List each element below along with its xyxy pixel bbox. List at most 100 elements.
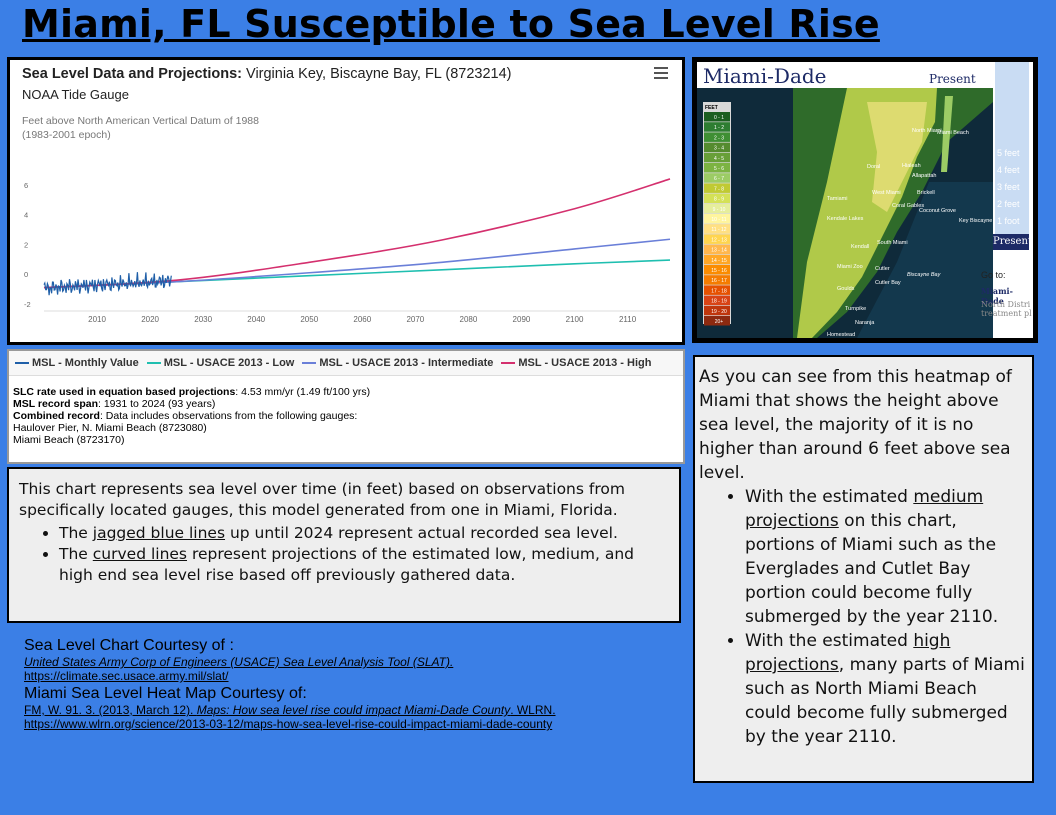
map-legend-header: FEET: [705, 105, 718, 111]
chart-legend-panel: MSL - Monthly Value MSL - USACE 2013 - Lo…: [7, 349, 685, 464]
map-place-label: Cutler: [875, 266, 890, 272]
map-legend-label: 1 - 2: [714, 125, 724, 131]
gauge-1: Haulover Pier, N. Miami Beach (8723080): [13, 422, 207, 434]
map-place-label: Turnpike: [845, 306, 866, 312]
map-place-label: Kendale Lakes: [827, 216, 864, 222]
chart-explanation: This chart represents sea level over tim…: [7, 467, 681, 623]
map-barrier-island: [941, 96, 953, 172]
map-legend-swatch: [704, 142, 730, 153]
heatmap-intro: As you can see from this heatmap of Miam…: [699, 367, 1012, 483]
span-value: : 1931 to 2024 (93 years): [98, 398, 216, 410]
legend-label: MSL - USACE 2013 - High: [518, 357, 652, 369]
map-legend-swatch: [704, 265, 730, 275]
map-legend-swatch: [704, 305, 730, 316]
explanation-list: The jagged blue lines up until 2024 repr…: [19, 523, 669, 586]
x-tick-label: 2060: [353, 315, 371, 324]
legend-label: MSL - USACE 2013 - Intermediate: [319, 357, 494, 369]
x-tick-label: 2030: [194, 315, 212, 324]
chart-credit-source-link[interactable]: United States Army Corp of Engineers (US…: [24, 655, 454, 669]
map-place-label: Hialeah: [902, 163, 921, 169]
legend-item[interactable]: MSL - Monthly Value: [15, 357, 139, 369]
list-item: The jagged blue lines up until 2024 repr…: [59, 523, 669, 544]
map-place-label: Tamiami: [827, 196, 847, 202]
page-title: Miami, FL Susceptible to Sea Level Rise: [22, 2, 880, 46]
map-high-ground: [867, 102, 927, 212]
hamburger-menu-icon[interactable]: [654, 67, 668, 82]
map-present-label: Present: [929, 72, 976, 86]
chart-subheading: NOAA Tide Gauge: [22, 87, 129, 102]
y-tick-label: 0: [24, 270, 28, 279]
map-credit-source-link[interactable]: FM, W. 91. 3. (2013, March 12). Maps: Ho…: [24, 703, 556, 717]
heatmap-list: With the estimated medium projections on…: [699, 485, 1028, 749]
map-place-label: Brickell: [917, 190, 935, 196]
map-legend-label: 9 - 10: [713, 207, 726, 213]
goto-north-district-link[interactable]: North Distri treatment pl: [981, 300, 1032, 318]
map-frame: FEET 0 - 1 1 - 2 2 - 3 3 - 4 4 - 5 5 - 6 6 - 7 7…: [697, 62, 1033, 338]
sea-level-option[interactable]: 2 feet: [997, 199, 1020, 209]
slc-label: SLC rate used in equation based projecti…: [13, 386, 236, 398]
map-legend-label: 3 - 4: [714, 146, 724, 152]
high-projections-term: high projections: [745, 631, 951, 675]
map-legend-label: 7 - 8: [714, 186, 724, 192]
map-legend-swatch: [704, 163, 730, 173]
chart-info: SLC rate used in equation based projecti…: [9, 376, 683, 446]
x-tick-label: 2110: [619, 315, 637, 324]
map-legend-swatch: [704, 173, 730, 183]
map-legend-label: 2 - 3: [714, 135, 724, 141]
legend-item[interactable]: MSL - USACE 2013 - High: [501, 357, 651, 369]
sea-level-option[interactable]: 5 feet: [997, 148, 1020, 158]
x-tick-label: 2010: [88, 315, 106, 324]
map-place-label: Naranja: [855, 320, 875, 326]
map-legend-label: 20+: [715, 319, 724, 325]
map-side-panel: 5 feet 4 feet 3 feet 2 feet 1 foot Present: [993, 62, 1033, 338]
sea-level-option[interactable]: 3 feet: [997, 182, 1020, 192]
medium-projections-term: medium projections: [745, 487, 984, 531]
map-place-label: Doral: [867, 164, 880, 170]
sea-level-option[interactable]: 1 foot: [997, 216, 1020, 226]
credits: Sea Level Chart Courtesy of : United Sta…: [24, 637, 584, 731]
gauge-2: Miami Beach (8723170): [13, 434, 125, 446]
list-item: With the estimated medium projections on…: [745, 485, 1028, 629]
map-place-label: Key Biscayne: [959, 218, 992, 224]
map-legend-label: 6 - 7: [714, 176, 724, 182]
map-credit-url-link[interactable]: https://www.wlrn.org/science/2013-03-12/…: [24, 717, 553, 731]
map-place-label: Coral Gables: [892, 203, 924, 209]
map-legend-label: 4 - 5: [714, 156, 724, 162]
map-legend-label: 11 - 12: [711, 227, 726, 233]
map-credit-heading: Miami Sea Level Heat Map Courtesy of:: [24, 685, 307, 702]
map-legend-label: 18 - 19: [711, 299, 727, 305]
map-place-label: West Miami: [872, 190, 901, 196]
x-tick-label: 2020: [141, 315, 159, 324]
legend-label: MSL - Monthly Value: [32, 357, 139, 369]
x-tick-label: 2040: [247, 315, 265, 324]
map-legend-swatch: [704, 316, 730, 326]
chart-credit-url-link[interactable]: https://climate.sec.usace.army.mil/slat/: [24, 669, 229, 683]
map-legend-swatch: [704, 193, 730, 204]
jagged-lines-term: jagged blue lines: [92, 524, 226, 542]
y-tick-label: 4: [24, 211, 28, 220]
map-legend-label: 12 - 13: [711, 237, 727, 243]
chart-heading: Sea Level Data and Projections: Virginia…: [22, 66, 511, 82]
list-item: With the estimated high projections, man…: [745, 629, 1028, 749]
map-title: Miami-Dade: [703, 64, 827, 88]
map-legend-label: 8 - 9: [714, 197, 724, 203]
y-tick-label: 2: [24, 240, 28, 249]
goto-miami-dade-link[interactable]: Miami-Dade: [981, 286, 1013, 306]
legend-swatch: [146, 362, 161, 364]
list-item: The curved lines represent projections o…: [59, 544, 669, 586]
map-legend-swatch: [704, 112, 730, 122]
legend-item[interactable]: MSL - USACE 2013 - Intermediate: [302, 357, 493, 369]
legend-item[interactable]: MSL - USACE 2013 - Low: [146, 357, 294, 369]
legend-swatch: [15, 362, 29, 364]
map-place-label: North Miami: [912, 128, 942, 134]
sea-level-option[interactable]: 4 feet: [997, 165, 1020, 175]
span-label: MSL record span: [13, 398, 98, 410]
map-place-label: Biscayne Bay: [907, 272, 942, 278]
chart-heading-station: Virginia Key, Biscayne Bay, FL (8723214): [242, 66, 512, 82]
map-place-label: South Miami: [877, 240, 908, 246]
map-place-label: Kendall: [851, 244, 869, 250]
present-button[interactable]: Present: [993, 234, 1032, 250]
map-place-label: Goulds: [837, 286, 855, 292]
chart-plot: -2 0 2 4 6 2010 2020 2030 2040 2050 2060 2070 2080 20…: [24, 178, 671, 324]
x-tick-label: 2080: [460, 315, 478, 324]
